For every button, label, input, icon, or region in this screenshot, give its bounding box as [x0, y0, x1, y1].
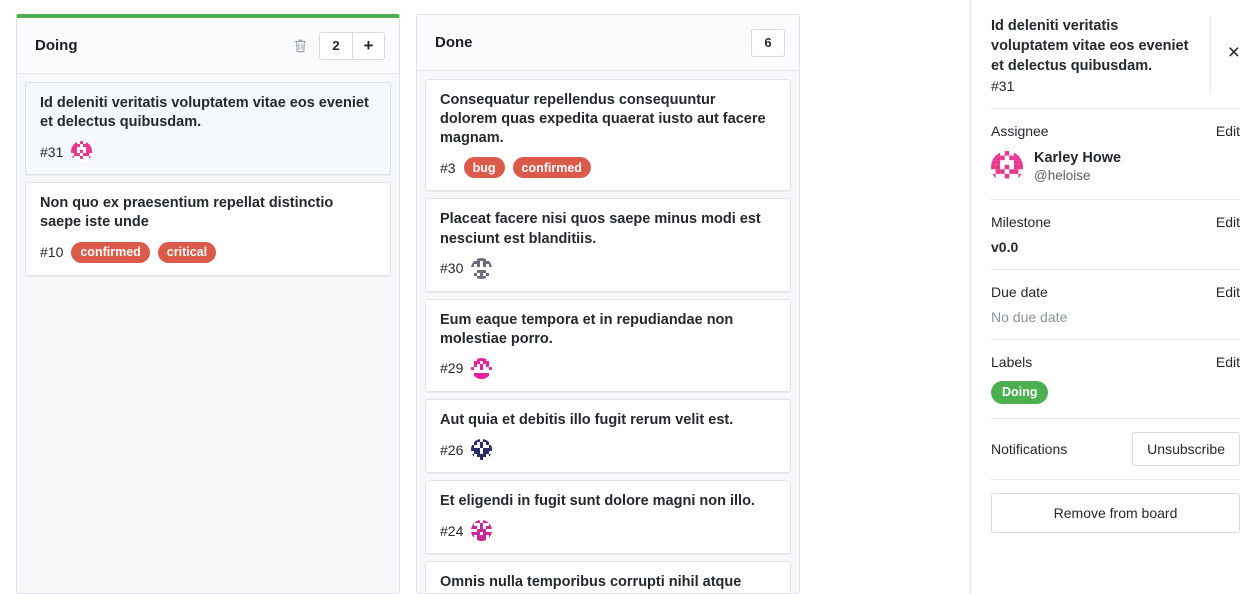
assignee-section: Assignee Edit Karley Howe @heloise — [991, 109, 1240, 199]
card-meta: #10 confirmed critical — [40, 241, 376, 263]
due-date-value: No due date — [991, 308, 1068, 325]
assignee-label: Assignee — [991, 123, 1049, 139]
card-meta: #31 — [40, 141, 376, 163]
avatar — [471, 357, 493, 379]
sidebar-issue-title: Id deleniti veritatis voluptatem vitae e… — [991, 18, 1189, 74]
add-card-button[interactable]: + — [352, 32, 384, 59]
column-header: Done 6 — [417, 15, 799, 71]
divider — [991, 478, 1240, 480]
board-card[interactable]: Non quo ex praesentium repellat distinct… — [25, 182, 391, 276]
card-reference: #29 — [440, 360, 464, 377]
avatar — [471, 439, 493, 460]
labels-list: Doing — [991, 370, 1240, 404]
card-title: Omnis nulla temporibus corrupti nihil at… — [440, 574, 742, 591]
card-label: confirmed — [71, 241, 150, 263]
board-card[interactable]: Et eligendi in fugit sunt dolore magni n… — [425, 480, 791, 555]
assignee-edit-link[interactable]: Edit — [1215, 123, 1240, 139]
avatar — [471, 257, 493, 279]
notifications-section: Notifications Unsubscribe — [991, 419, 1240, 479]
card-meta: #3 bug confirmed — [440, 157, 776, 179]
divider — [991, 268, 1240, 270]
assignee-row: Assignee Edit — [991, 123, 1240, 139]
column-title: Doing — [35, 37, 78, 54]
sidebar-label-pill: Doing — [991, 380, 1049, 404]
card-title: Consequatur repellendus consequuntur dol… — [440, 92, 766, 147]
board-column-done: Done 6 Consequatur repellendus consequuntu… — [416, 14, 800, 594]
avatar — [991, 150, 1023, 183]
card-meta: #24 — [440, 520, 776, 542]
sidebar-issue-ref: #31 — [991, 78, 1015, 94]
issue-detail-sidebar: Id deleniti veritatis voluptatem vitae e… — [970, 0, 1260, 594]
divider — [991, 417, 1240, 419]
avatar — [471, 520, 493, 542]
card-reference: #3 — [440, 159, 456, 176]
board-card[interactable]: Id deleniti veritatis voluptatem vitae e… — [25, 82, 391, 176]
due-date-row: Due date Edit — [991, 284, 1240, 300]
assignee-name: Karley Howe — [1034, 150, 1122, 166]
card-label: confirmed — [512, 157, 591, 179]
due-date-section: Due date Edit No due date — [991, 270, 1240, 339]
card-reference: #10 — [40, 244, 64, 260]
board-column-doing: Doing 2 + Id deleniti veritatis voluptatem… — [16, 14, 400, 594]
remove-from-board-button[interactable]: Remove from board — [991, 492, 1240, 533]
board-card[interactable]: Omnis nulla temporibus corrupti nihil at… — [425, 561, 791, 593]
divider — [991, 108, 1240, 109]
column-tools: 2 + — [291, 31, 385, 60]
milestone-row: Milestone Edit — [991, 214, 1240, 230]
board-card[interactable]: Eum eaque tempora et in repudiandae non … — [425, 298, 791, 392]
card-reference: #31 — [40, 143, 64, 160]
column-card-list: Id deleniti veritatis voluptatem vitae e… — [17, 74, 399, 593]
card-reference: #24 — [440, 522, 464, 539]
column-count-group: 2 + — [319, 31, 385, 60]
board-card[interactable]: Consequatur repellendus consequuntur dol… — [425, 79, 791, 192]
card-meta: #26 — [440, 439, 776, 460]
card-meta: #29 — [440, 357, 776, 379]
board-card[interactable]: Placeat facere nisi quos saepe minus mod… — [425, 198, 791, 292]
close-icon[interactable]: × — [1210, 16, 1240, 94]
card-meta: #30 — [440, 257, 776, 279]
card-title: Et eligendi in fugit sunt dolore magni n… — [440, 493, 755, 509]
notifications-label: Notifications — [991, 440, 1068, 457]
assignee-user[interactable]: Karley Howe @heloise — [991, 149, 1240, 185]
card-reference: #26 — [440, 441, 464, 458]
due-date-label: Due date — [991, 283, 1048, 300]
trash-icon[interactable] — [291, 37, 309, 55]
card-title: Aut quia et debitis illo fugit rerum vel… — [440, 411, 734, 428]
column-card-count: 2 — [332, 38, 340, 53]
column-card-list: Consequatur repellendus consequuntur dol… — [417, 71, 799, 593]
avatar — [71, 141, 93, 163]
assignee-handle: @heloise — [1034, 168, 1091, 184]
milestone-label: Milestone — [991, 213, 1051, 230]
unsubscribe-button[interactable]: Unsubscribe — [1132, 431, 1240, 466]
column-title: Done — [435, 34, 473, 51]
divider — [991, 338, 1240, 340]
milestone-section: Milestone Edit v0.0 — [991, 200, 1240, 269]
labels-section: Labels Edit Doing — [991, 340, 1240, 418]
board-card[interactable]: Aut quia et debitis illo fugit rerum vel… — [425, 398, 791, 473]
due-date-edit-link[interactable]: Edit — [1215, 283, 1240, 300]
milestone-value: v0.0 — [991, 238, 1019, 255]
card-reference: #30 — [440, 260, 464, 277]
column-header: Doing 2 + — [17, 18, 399, 74]
card-label: bug — [463, 157, 505, 179]
labels-edit-link[interactable]: Edit — [1215, 353, 1240, 370]
sidebar-header: Id deleniti veritatis voluptatem vitae e… — [991, 16, 1240, 108]
board-columns: Doing 2 + Id deleniti veritatis voluptatem… — [16, 14, 800, 594]
sidebar-header-text: Id deleniti veritatis voluptatem vitae e… — [991, 16, 1210, 94]
card-title: Non quo ex praesentium repellat distinct… — [40, 195, 334, 231]
card-title: Placeat facere nisi quos saepe minus mod… — [440, 211, 761, 247]
column-tools: 6 — [751, 28, 785, 57]
card-title: Eum eaque tempora et in repudiandae non … — [440, 311, 734, 347]
labels-row: Labels Edit — [991, 354, 1240, 370]
divider — [991, 198, 1240, 200]
labels-label: Labels — [991, 353, 1033, 370]
column-card-count: 6 — [751, 28, 785, 57]
card-label: critical — [157, 241, 217, 263]
assignee-user-text: Karley Howe @heloise — [1034, 149, 1121, 185]
card-title: Id deleniti veritatis voluptatem vitae e… — [40, 95, 369, 131]
milestone-edit-link[interactable]: Edit — [1215, 213, 1240, 230]
